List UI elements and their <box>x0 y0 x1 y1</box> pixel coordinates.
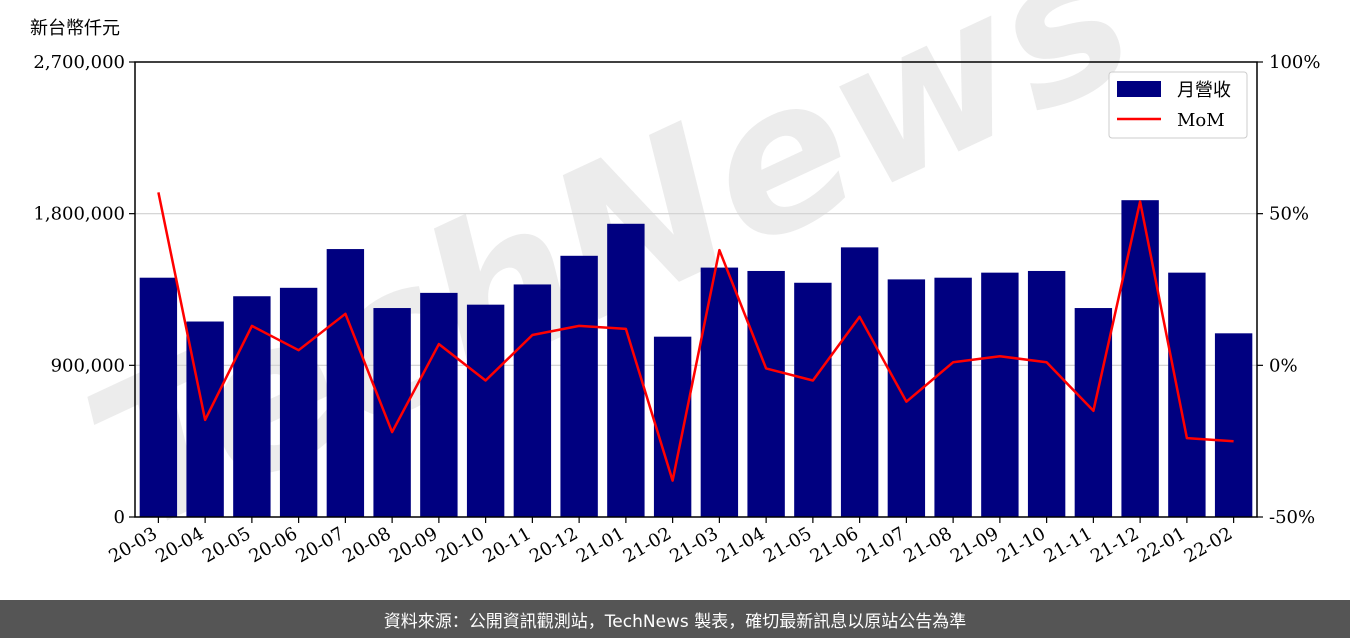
legend-swatch-bar <box>1117 81 1161 97</box>
x-tick-label-22-02: 22-02 <box>1181 523 1236 567</box>
bar-21-06 <box>840 247 879 518</box>
bar-21-08 <box>934 277 972 517</box>
y-unit-label: 新台幣仟元 <box>30 18 120 39</box>
line-series <box>157 192 1234 482</box>
bar-20-03 <box>139 277 178 517</box>
x-tick-label-21-11: 21-11 <box>1040 523 1095 567</box>
bar-22-02 <box>1214 333 1253 517</box>
bar-21-09 <box>981 272 1019 517</box>
bar-20-10 <box>466 304 505 517</box>
y-right-tick-label: 0% <box>1269 355 1298 376</box>
x-tick-label-20-08: 20-08 <box>339 523 394 567</box>
x-tick-label-22-01: 22-01 <box>1134 523 1189 567</box>
bar-21-04 <box>747 270 785 517</box>
y-left-tick-label: 2,700,000 <box>33 52 125 73</box>
bar-20-06 <box>279 287 318 517</box>
y-left-tick-label: 900,000 <box>51 355 125 376</box>
footer-source-note: 資料來源：公開資訊觀測站，TechNews 製表，確切最新訊息以原站公告為準 <box>0 600 1350 638</box>
x-tick-label-20-12: 20-12 <box>526 523 581 567</box>
x-tick-label-21-02: 21-02 <box>620 523 675 567</box>
bar-21-02 <box>653 336 692 517</box>
bar-20-08 <box>373 308 411 517</box>
chart-area: TechNews 0900,0001,800,0002,700,000-50%0… <box>33 0 1320 579</box>
x-tick-label-21-10: 21-10 <box>994 523 1049 567</box>
x-tick-label-21-07: 21-07 <box>853 523 908 567</box>
bar-20-07 <box>326 249 365 518</box>
x-tick-label-21-08: 21-08 <box>900 523 955 567</box>
bar-21-10 <box>1027 270 1066 517</box>
legend: 月營收 MoM <box>1108 71 1248 139</box>
bar-21-05 <box>794 282 832 517</box>
bar-21-11 <box>1074 308 1113 517</box>
x-tick-label-20-11: 20-11 <box>479 523 534 567</box>
x-tick-label-21-12: 21-12 <box>1087 523 1142 567</box>
y-left-tick-label: 0 <box>114 507 125 528</box>
bar-20-09 <box>420 292 458 517</box>
y-right-tick-label: 100% <box>1269 52 1320 73</box>
y-right-tick-label: -50% <box>1269 507 1315 528</box>
legend-label-bar: 月營收 <box>1177 80 1231 101</box>
x-tick-label-20-10: 20-10 <box>433 523 488 567</box>
x-tick-label-21-05: 21-05 <box>760 523 815 567</box>
bar-20-11 <box>513 284 552 517</box>
mom-line <box>157 192 1234 482</box>
x-tick-label-20-09: 20-09 <box>386 523 441 567</box>
plot-frame <box>134 61 1258 518</box>
bar-20-12 <box>560 255 598 517</box>
x-tick-label-20-07: 20-07 <box>292 523 347 567</box>
bar-20-05 <box>233 296 271 517</box>
x-tick-label-21-01: 21-01 <box>573 523 628 567</box>
bar-21-07 <box>887 279 926 517</box>
x-tick-label-21-09: 21-09 <box>947 523 1002 567</box>
y-right-tick-label: 50% <box>1269 204 1309 225</box>
x-tick-label-21-03: 21-03 <box>666 523 721 567</box>
bar-21-12 <box>1121 200 1159 517</box>
x-tick-label-21-04: 21-04 <box>713 523 768 567</box>
x-tick-label-21-06: 21-06 <box>807 523 862 567</box>
y-left-tick-label: 1,800,000 <box>33 204 125 225</box>
bar-22-01 <box>1168 272 1206 517</box>
bar-21-03 <box>700 267 739 517</box>
legend-label-line: MoM <box>1177 110 1225 131</box>
